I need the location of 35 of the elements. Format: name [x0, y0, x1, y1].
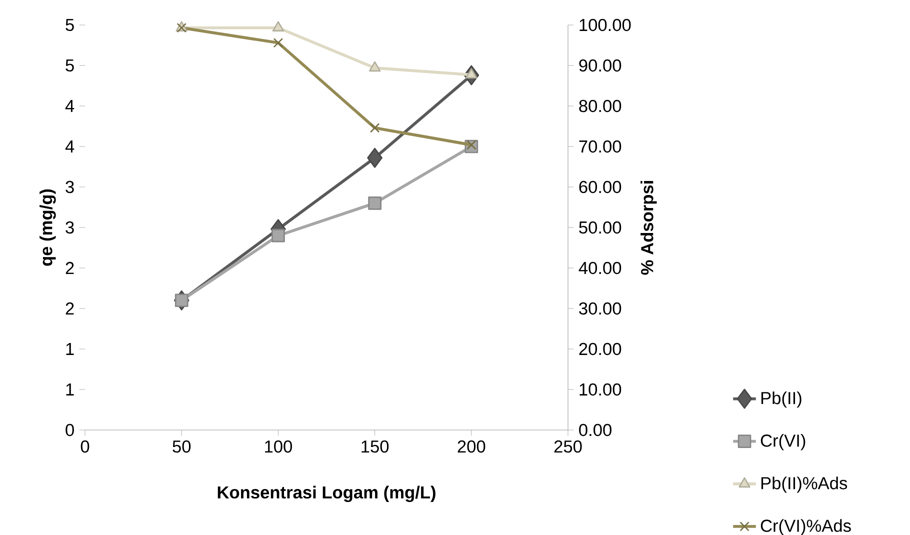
- y2-tick-label: 50.00: [579, 221, 622, 234]
- y2-tick-label: 90.00: [579, 59, 622, 72]
- legend-label: Pb(II)%Ads: [761, 476, 848, 493]
- y-tick-label: 4: [65, 100, 74, 112]
- x-tick-label: 200: [458, 440, 486, 453]
- y-tick-label: 5: [66, 18, 74, 32]
- x-tick-label: 50: [172, 440, 191, 453]
- x-axis-title: Konsentrasi Logam (mg/L): [218, 486, 436, 502]
- y-tick-label: 1: [66, 384, 74, 396]
- x-tick-label: 100: [265, 440, 292, 453]
- y-tick-label: 5: [66, 59, 74, 72]
- y-tick-label: 4: [65, 140, 74, 152]
- y2-tick-label: 100.00: [580, 18, 631, 32]
- legend-label: Cr(VI)%Ads: [760, 519, 851, 535]
- y-tick-label: 3: [66, 221, 74, 234]
- legend-label: Cr(VI): [760, 434, 806, 450]
- y2-axis-title: % Adsorpsi: [640, 181, 657, 275]
- y-tick-label: 0: [66, 424, 74, 436]
- y2-tick-label: 70.00: [579, 140, 622, 153]
- y-tick-label: 3: [66, 180, 74, 194]
- y-tick-label: 2: [66, 262, 74, 274]
- y2-tick-label: 0.00: [579, 424, 612, 436]
- x-tick-label: 150: [362, 440, 389, 453]
- y2-tick-label: 80.00: [579, 100, 622, 112]
- y2-tick-label: 40.00: [578, 262, 622, 274]
- legend-label: Pb(II): [761, 391, 802, 408]
- y-tick-label: 2: [66, 302, 74, 315]
- y2-tick-label: 10.00: [580, 383, 622, 396]
- y-axis-title: qe (mg/g): [40, 189, 56, 266]
- y-tick-label: 1: [66, 343, 74, 355]
- x-tick-label: 250: [554, 440, 582, 453]
- y2-tick-label: 20.00: [579, 342, 622, 356]
- y2-tick-label: 60.00: [579, 180, 622, 194]
- x-tick-label: 0: [80, 440, 90, 453]
- y2-tick-label: 30.00: [579, 302, 622, 315]
